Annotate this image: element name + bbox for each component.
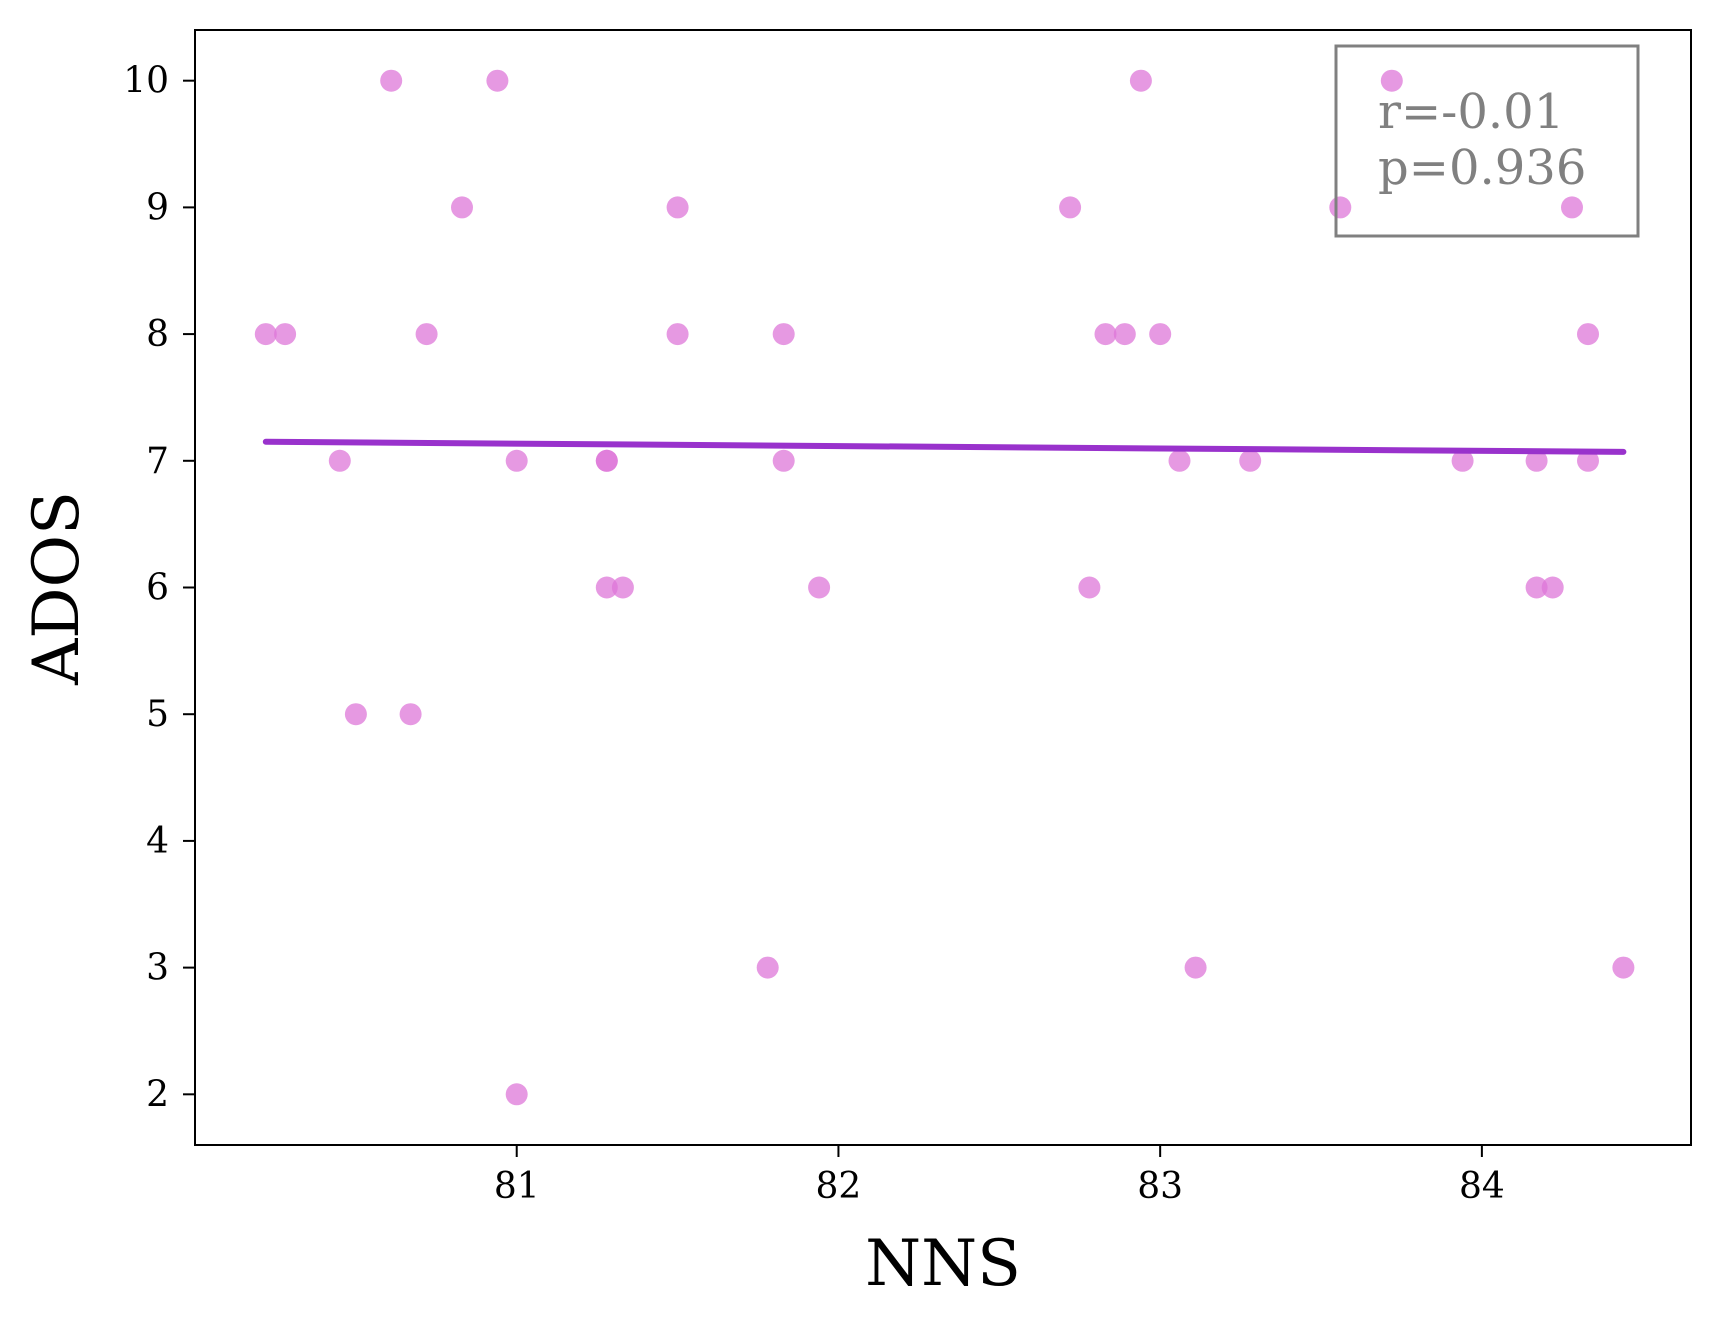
data-point-7 <box>451 196 473 219</box>
data-point-3 <box>344 703 367 726</box>
plot-area-frame <box>194 29 1692 1146</box>
regression-line <box>262 438 1627 455</box>
y-axis-title: ADOS <box>20 491 94 686</box>
y-tick-label: 8 <box>146 314 169 355</box>
data-point-38 <box>1577 449 1599 472</box>
data-point-18 <box>772 323 795 346</box>
data-point-19 <box>772 449 795 472</box>
data-point-39 <box>1612 956 1635 979</box>
scatter-points <box>254 69 1635 1106</box>
data-point-27 <box>1168 449 1191 472</box>
y-tick-label: 5 <box>146 694 169 735</box>
data-point-5 <box>399 703 422 726</box>
regression-line-layer <box>262 438 1627 455</box>
data-point-30 <box>1329 196 1352 219</box>
annotation-p-value: p=0.936 <box>1378 140 1586 196</box>
data-point-26 <box>1149 323 1172 346</box>
annotation-border <box>1334 44 1640 238</box>
data-point-24 <box>1113 323 1136 346</box>
data-point-17 <box>756 956 779 979</box>
data-point-10 <box>505 1083 528 1106</box>
data-point-21 <box>1059 196 1082 219</box>
x-tick-label: 84 <box>1459 1166 1505 1207</box>
data-point-34 <box>1525 576 1548 599</box>
y-tick-label: 9 <box>146 187 169 228</box>
data-point-20 <box>808 576 831 599</box>
data-point-36 <box>1561 196 1583 219</box>
y-tick-label: 6 <box>146 568 169 609</box>
data-point-0 <box>254 323 277 346</box>
y-tick-label: 7 <box>146 441 169 482</box>
data-point-23 <box>1094 323 1117 346</box>
y-tick-label: 4 <box>146 821 169 862</box>
y-tick-label: 3 <box>146 948 169 989</box>
data-point-4 <box>380 69 403 92</box>
data-point-31 <box>1380 69 1403 92</box>
x-axis-title: NNS <box>865 1227 1021 1301</box>
data-point-28 <box>1184 956 1207 979</box>
data-point-8 <box>486 69 509 92</box>
data-point-6 <box>415 323 438 346</box>
y-tick-label: 2 <box>146 1074 169 1115</box>
y-axis-ticks: 2 3 4 5 6 7 8 9 10 <box>123 61 195 1115</box>
x-tick-label: 81 <box>494 1166 540 1207</box>
data-point-25 <box>1129 69 1152 92</box>
data-point-1 <box>274 323 297 346</box>
data-point-2 <box>328 449 351 472</box>
data-point-29 <box>1239 449 1262 472</box>
data-point-37 <box>1577 323 1599 346</box>
data-point-32 <box>1451 449 1474 472</box>
data-point-13 <box>595 576 618 599</box>
data-point-35 <box>1541 576 1564 599</box>
data-point-15 <box>666 196 689 219</box>
annotation-r-value: r=-0.01 <box>1378 84 1564 140</box>
data-point-14 <box>611 576 634 599</box>
data-point-22 <box>1078 576 1101 599</box>
x-axis-ticks: 81 82 83 84 <box>494 1145 1505 1207</box>
x-tick-label: 83 <box>1137 1166 1183 1207</box>
y-tick-label: 10 <box>123 61 169 102</box>
data-point-16 <box>666 323 689 346</box>
x-tick-label: 82 <box>816 1166 862 1207</box>
data-point-33 <box>1525 449 1548 472</box>
data-point-9 <box>505 449 528 472</box>
stats-annotation-box: r=-0.01 p=0.936 <box>1334 44 1640 238</box>
data-point-12 <box>595 449 618 472</box>
